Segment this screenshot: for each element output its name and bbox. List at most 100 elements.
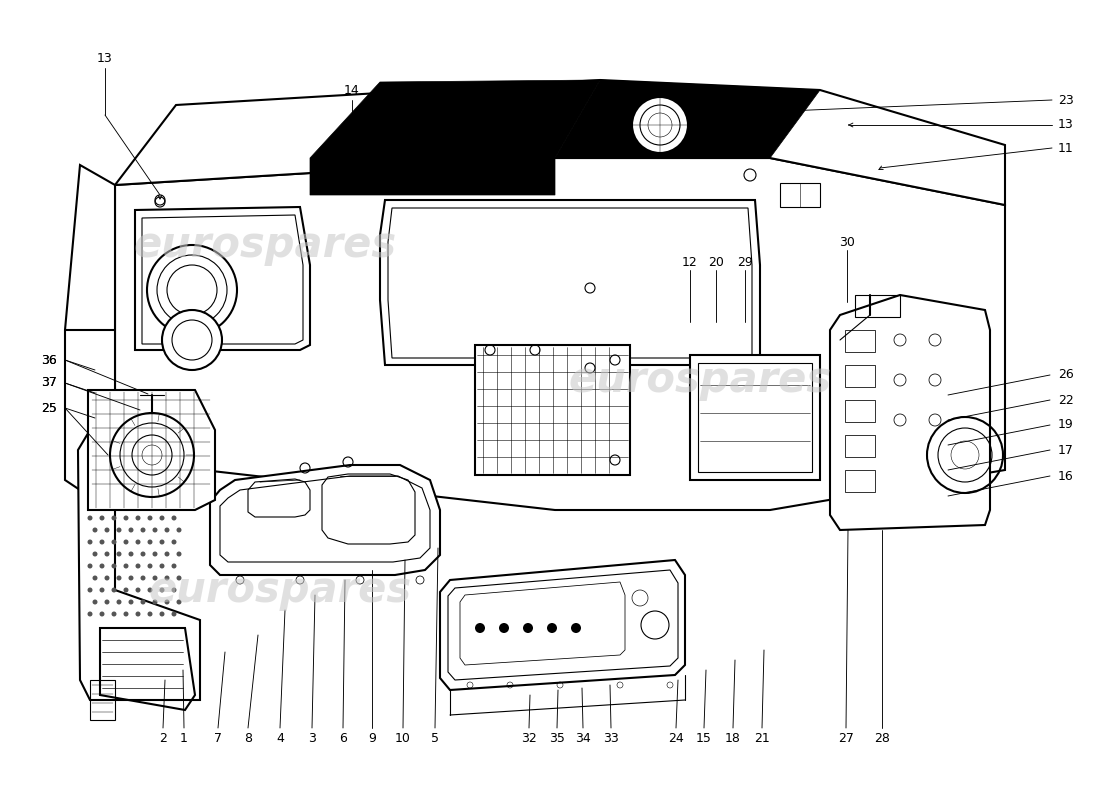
Text: eurospares: eurospares: [148, 569, 411, 611]
Circle shape: [135, 611, 141, 617]
Bar: [475, 345, 630, 475]
Circle shape: [165, 599, 169, 605]
Text: 37: 37: [41, 377, 57, 390]
Circle shape: [129, 599, 133, 605]
Text: 13: 13: [97, 51, 113, 65]
Text: 15: 15: [696, 731, 712, 745]
Text: 22: 22: [1058, 394, 1074, 406]
Polygon shape: [116, 158, 1005, 510]
Circle shape: [111, 491, 117, 497]
Polygon shape: [210, 465, 440, 575]
Text: 24: 24: [668, 731, 684, 745]
Circle shape: [153, 599, 157, 605]
Circle shape: [141, 503, 145, 509]
Text: 29: 29: [737, 255, 752, 269]
Polygon shape: [88, 390, 214, 510]
Text: eurospares: eurospares: [569, 359, 832, 401]
Text: 11: 11: [1058, 142, 1074, 154]
Circle shape: [172, 611, 176, 617]
Circle shape: [104, 599, 110, 605]
Text: 18: 18: [725, 731, 741, 745]
Circle shape: [147, 491, 153, 497]
Circle shape: [129, 575, 133, 581]
Circle shape: [141, 551, 145, 557]
Circle shape: [172, 587, 176, 593]
Text: 4: 4: [276, 731, 284, 745]
Bar: [780, 183, 820, 207]
Circle shape: [117, 551, 121, 557]
Circle shape: [110, 413, 194, 497]
Circle shape: [88, 539, 92, 545]
Text: 10: 10: [395, 731, 411, 745]
Circle shape: [135, 563, 141, 569]
Circle shape: [162, 310, 222, 370]
Circle shape: [147, 587, 153, 593]
Text: eurospares: eurospares: [133, 224, 397, 266]
Circle shape: [123, 467, 129, 473]
Circle shape: [160, 539, 165, 545]
Circle shape: [160, 587, 165, 593]
Circle shape: [104, 503, 110, 509]
Circle shape: [522, 623, 534, 633]
Circle shape: [129, 479, 133, 485]
Circle shape: [135, 587, 141, 593]
Bar: [690, 355, 820, 480]
Circle shape: [147, 245, 236, 335]
Circle shape: [165, 551, 169, 557]
Circle shape: [176, 575, 182, 581]
Circle shape: [172, 539, 176, 545]
Circle shape: [135, 539, 141, 545]
Text: 36: 36: [42, 354, 57, 366]
Circle shape: [123, 563, 129, 569]
Circle shape: [92, 599, 98, 605]
Text: 23: 23: [1058, 94, 1074, 106]
Text: 16: 16: [1058, 470, 1074, 482]
Circle shape: [92, 503, 98, 509]
Circle shape: [117, 503, 121, 509]
Circle shape: [111, 515, 117, 521]
Circle shape: [135, 491, 141, 497]
Circle shape: [99, 611, 104, 617]
Text: 27: 27: [838, 731, 854, 745]
Circle shape: [88, 467, 92, 473]
Circle shape: [176, 527, 182, 533]
Circle shape: [176, 479, 182, 485]
Circle shape: [111, 587, 117, 593]
Circle shape: [104, 575, 110, 581]
Circle shape: [153, 479, 157, 485]
Circle shape: [92, 479, 98, 485]
Text: 17: 17: [1058, 443, 1074, 457]
Circle shape: [123, 587, 129, 593]
Polygon shape: [830, 295, 990, 530]
Circle shape: [123, 539, 129, 545]
Text: 28: 28: [874, 731, 890, 745]
Circle shape: [499, 623, 509, 633]
Circle shape: [172, 563, 176, 569]
Circle shape: [165, 527, 169, 533]
Circle shape: [141, 599, 145, 605]
Bar: [845, 330, 875, 352]
Circle shape: [104, 527, 110, 533]
Circle shape: [165, 503, 169, 509]
Circle shape: [153, 527, 157, 533]
Text: 21: 21: [755, 731, 770, 745]
Bar: [698, 363, 812, 472]
Circle shape: [135, 467, 141, 473]
Circle shape: [129, 527, 133, 533]
Circle shape: [88, 587, 92, 593]
Circle shape: [147, 563, 153, 569]
Text: 6: 6: [339, 731, 346, 745]
Circle shape: [160, 611, 165, 617]
Bar: [845, 435, 875, 457]
Text: 37: 37: [41, 377, 57, 390]
Text: 38: 38: [381, 83, 396, 97]
Text: 26: 26: [1058, 369, 1074, 382]
Circle shape: [141, 575, 145, 581]
Circle shape: [165, 479, 169, 485]
Circle shape: [176, 551, 182, 557]
Circle shape: [99, 587, 104, 593]
Circle shape: [147, 515, 153, 521]
Circle shape: [147, 467, 153, 473]
Circle shape: [117, 479, 121, 485]
Circle shape: [123, 515, 129, 521]
